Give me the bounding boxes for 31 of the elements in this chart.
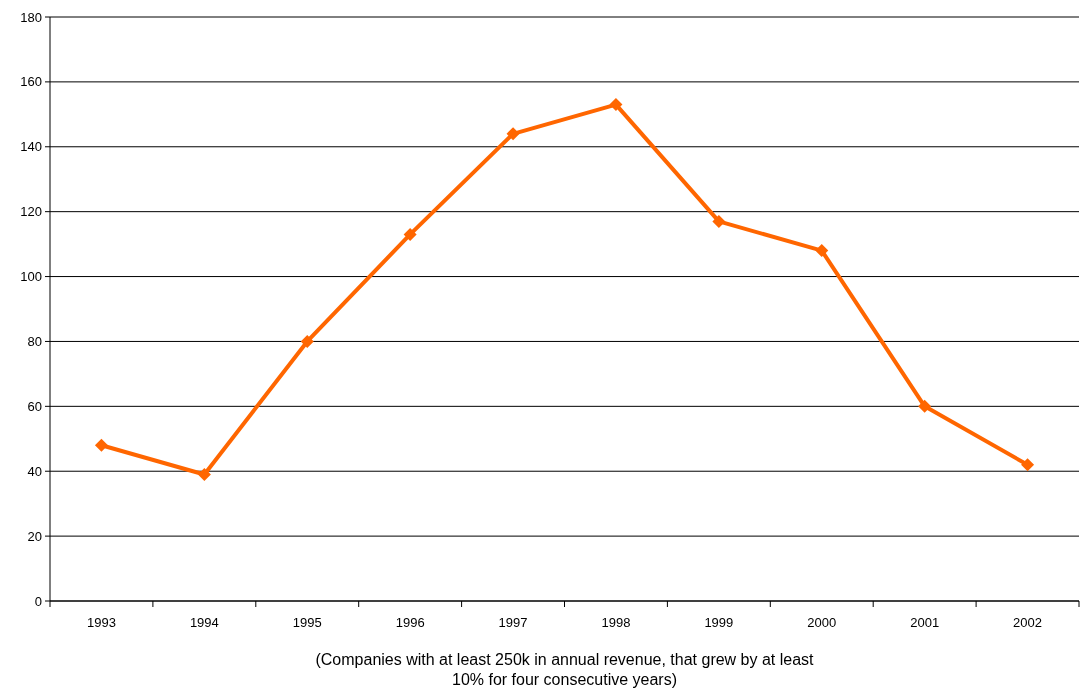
point — [712, 214, 726, 228]
x-tick-label: 2001 — [910, 615, 940, 630]
x-tick-label: 1999 — [704, 615, 734, 630]
y-tick-label: 180 — [20, 9, 42, 25]
x-tick-label: 1995 — [292, 615, 322, 630]
x-tick-label: 1993 — [86, 615, 116, 630]
y-tick-label: 160 — [20, 74, 42, 90]
x-tick-label: 2000 — [807, 615, 837, 630]
x-tick-label: 1996 — [395, 615, 425, 630]
point — [506, 127, 520, 141]
point — [1021, 458, 1035, 472]
point — [197, 467, 211, 481]
y-tick-label: 40 — [27, 463, 42, 479]
y-tick-label: 140 — [20, 139, 42, 155]
y-tick-label: 100 — [20, 269, 42, 285]
x-tick-label: 1994 — [189, 615, 219, 630]
y-tick-label: 120 — [20, 204, 42, 220]
y-tick-label: 20 — [27, 528, 42, 544]
point — [815, 244, 829, 258]
point — [403, 227, 417, 241]
x-axis-title: (Companies with at least 250k in annual revenue, that grew by at least 10% for four consecutive years) — [315, 651, 815, 688]
point — [300, 334, 314, 348]
y-tick-label: 80 — [27, 333, 42, 349]
x-tick-label: 2002 — [1013, 615, 1043, 630]
point — [609, 98, 623, 112]
x-tick-label: 1998 — [601, 615, 631, 630]
y-tick-label: 60 — [27, 398, 42, 414]
x-tick-label: 1997 — [498, 615, 528, 630]
point — [918, 399, 932, 413]
y-tick-label: 0 — [34, 593, 42, 609]
point — [94, 438, 108, 452]
